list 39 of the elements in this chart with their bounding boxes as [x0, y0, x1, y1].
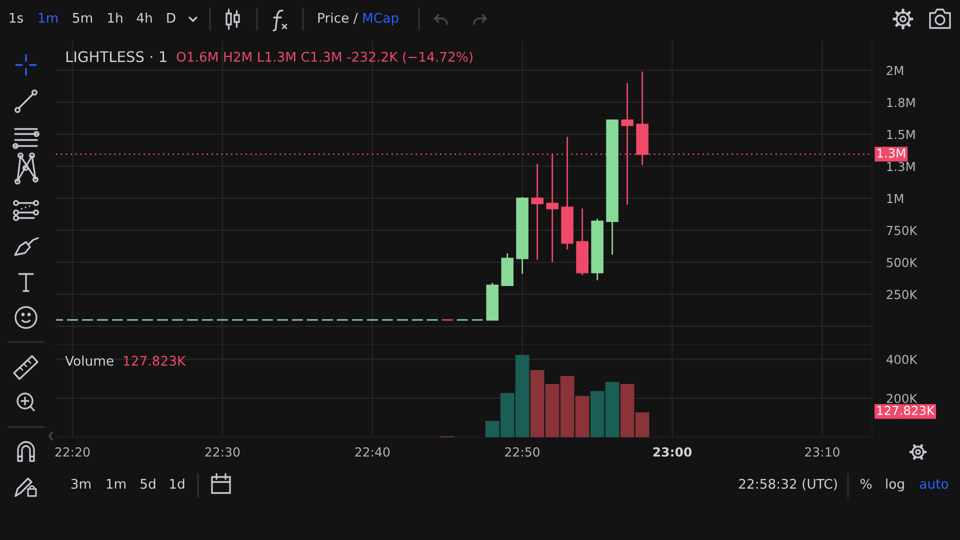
y-tick-label: 200K [886, 394, 918, 404]
text: 1m [106, 479, 126, 489]
text: 1s [10, 13, 23, 23]
text: 1h [108, 12, 122, 23]
text: 127.823K [124, 356, 186, 366]
candlestick [531, 163, 544, 260]
text: 3m [71, 478, 91, 489]
x-tick-label: 22:40 [355, 447, 390, 457]
text: auto [920, 479, 948, 489]
text: 127.823K [877, 406, 935, 416]
text: Volume [65, 356, 114, 366]
candlestick [546, 152, 558, 264]
text: D [167, 13, 176, 23]
y-tick-label: 1.3M [887, 162, 915, 172]
y-tick-label: 1.5M [887, 130, 915, 140]
y-tick-label: 2M [886, 66, 904, 75]
text: 4h [136, 12, 152, 23]
text: Price / [318, 12, 358, 24]
x-tick-label: 22:30 [205, 447, 240, 457]
y-tick-label: 500K [886, 258, 918, 268]
text: O1.6M H2M L1.3M C1.3M -232.2K (−14.72%) [176, 52, 472, 64]
y-tick-label: 400K [886, 354, 918, 364]
y-tick-label: 1M [887, 194, 904, 203]
x-tick-label: 22:50 [505, 447, 540, 457]
x-tick-label: 22:20 [55, 447, 90, 457]
text: log [886, 478, 904, 492]
text: 5m [72, 13, 92, 23]
y-tick-label: 250K [886, 290, 918, 300]
x-tick-label: 23:10 [805, 447, 840, 457]
y-tick-label: 1.8M [887, 98, 915, 108]
text: 22:58:32 (UTC) [739, 478, 837, 490]
x-tick-label: 23:00 [653, 447, 692, 457]
text: LIGHTLESS · 1 [66, 51, 166, 62]
text: 1d [170, 478, 184, 489]
y-tick-label: 750K [886, 226, 918, 236]
text: MCap [363, 12, 398, 26]
text: 1m [38, 13, 58, 23]
text: 5d [140, 478, 156, 489]
text: % [860, 478, 872, 489]
